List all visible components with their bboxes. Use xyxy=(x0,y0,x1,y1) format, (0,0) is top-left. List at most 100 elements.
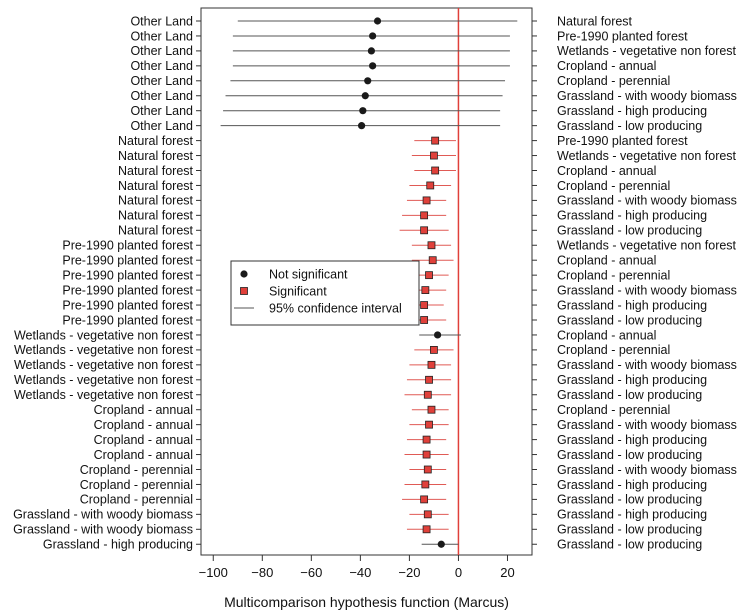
right-label: Grassland - high producing xyxy=(557,104,707,118)
right-label: Cropland - perennial xyxy=(557,74,670,88)
left-label: Grassland - high producing xyxy=(43,538,193,552)
comparison-row xyxy=(404,480,447,489)
legend-significant-symbol xyxy=(240,287,248,295)
right-label: Grassland - with woody biomass xyxy=(557,194,737,208)
comparison-row xyxy=(402,495,447,504)
comparison-row xyxy=(411,405,449,414)
right-label: Grassland - low producing xyxy=(557,523,702,537)
right-label: Grassland - with woody biomass xyxy=(557,358,737,372)
right-label: Grassland - low producing xyxy=(557,119,702,133)
right-label: Cropland - perennial xyxy=(557,343,670,357)
left-label: Natural forest xyxy=(118,209,194,223)
left-label: Wetlands - vegetative non forest xyxy=(14,388,194,402)
significant-marker xyxy=(422,435,431,444)
right-label: Grassland - with woody biomass xyxy=(557,283,737,297)
not-significant-marker xyxy=(369,32,377,40)
comparison-row xyxy=(421,540,459,548)
comparison-row xyxy=(406,525,449,534)
left-label: Other Land xyxy=(130,119,193,133)
not-significant-marker xyxy=(364,77,372,85)
x-tick-label: −80 xyxy=(251,565,273,580)
right-label: Grassland - with woody biomass xyxy=(557,463,737,477)
right-label: Grassland - high producing xyxy=(557,433,707,447)
x-axis-label: Multicomparison hypothesis function (Mar… xyxy=(224,594,509,610)
right-label: Pre-1990 planted forest xyxy=(557,134,688,148)
left-label: Other Land xyxy=(130,74,193,88)
left-label: Grassland - with woody biomass xyxy=(13,523,193,537)
plot-area xyxy=(200,7,533,556)
x-tick-label: −60 xyxy=(300,565,322,580)
not-significant-marker xyxy=(369,62,377,70)
left-label: Wetlands - vegetative non forest xyxy=(14,358,194,372)
comparison-row xyxy=(223,107,501,115)
legend-box xyxy=(230,260,420,326)
right-label: Wetlands - vegetative non forest xyxy=(557,44,737,58)
comparison-row xyxy=(237,17,518,25)
x-axis: −100 −80 −60 −40 −20 0 20 xyxy=(199,555,515,580)
significant-marker xyxy=(427,241,436,250)
significant-marker xyxy=(420,495,429,504)
x-tick-label: 20 xyxy=(500,565,514,580)
comparison-row xyxy=(406,196,447,205)
right-label: Grassland - low producing xyxy=(557,538,702,552)
left-label: Cropland - annual xyxy=(94,418,193,432)
significant-marker xyxy=(420,316,429,324)
left-label: Natural forest xyxy=(118,179,194,193)
right-label: Grassland - low producing xyxy=(557,388,702,402)
comparison-row xyxy=(220,122,501,130)
significant-marker xyxy=(422,196,431,205)
right-label: Cropland - annual xyxy=(557,254,656,268)
significant-marker xyxy=(430,345,438,354)
not-significant-marker xyxy=(361,92,369,100)
comparison-row xyxy=(230,77,506,85)
significant-marker xyxy=(422,450,431,459)
comparison-row xyxy=(232,32,510,40)
left-label: Wetlands - vegetative non forest xyxy=(14,343,194,357)
significant-marker xyxy=(426,181,435,190)
comparison-row xyxy=(409,510,449,519)
comparison-row xyxy=(411,151,456,160)
right-label: Grassland - low producing xyxy=(557,493,702,507)
significant-marker xyxy=(420,211,429,220)
left-label: Pre-1990 planted forest xyxy=(62,254,193,268)
right-label: Natural forest xyxy=(557,14,633,28)
left-label: Pre-1990 planted forest xyxy=(62,239,193,253)
comparison-row xyxy=(225,92,503,100)
left-label: Wetlands - vegetative non forest xyxy=(14,328,194,342)
right-label: Grassland - low producing xyxy=(557,313,702,327)
left-label: Other Land xyxy=(130,89,193,103)
not-significant-marker xyxy=(367,47,376,55)
legend-entry-label: Not significant xyxy=(269,267,348,281)
left-label: Pre-1990 planted forest xyxy=(62,268,193,282)
left-label: Other Land xyxy=(130,14,193,28)
comparison-row xyxy=(414,345,454,354)
right-label: Grassland - high producing xyxy=(557,298,707,312)
left-label: Natural forest xyxy=(118,224,194,238)
significant-marker xyxy=(431,166,440,175)
comparison-row xyxy=(409,360,452,369)
left-label: Cropland - annual xyxy=(94,403,193,417)
comparison-row xyxy=(232,47,510,55)
comparison-row xyxy=(409,465,447,474)
legend-not-significant-symbol xyxy=(240,270,248,278)
left-label: Pre-1990 planted forest xyxy=(62,313,193,327)
x-tick-label: −40 xyxy=(349,565,371,580)
plot-frame xyxy=(200,7,533,556)
right-label: Grassland - with woody biomass xyxy=(557,418,737,432)
right-label: Cropland - annual xyxy=(557,328,656,342)
significant-marker xyxy=(431,136,440,145)
left-label: Natural forest xyxy=(118,149,194,163)
significant-marker xyxy=(425,271,433,280)
left-label: Grassland - with woody biomass xyxy=(13,508,193,522)
left-label: Cropland - annual xyxy=(94,433,193,447)
right-label: Pre-1990 planted forest xyxy=(557,29,688,43)
significant-marker xyxy=(420,226,429,235)
left-label: Natural forest xyxy=(118,134,194,148)
not-significant-marker xyxy=(434,331,442,339)
left-label: Other Land xyxy=(130,44,193,58)
significant-marker xyxy=(430,151,438,160)
comparison-row xyxy=(419,331,461,339)
right-label: Grassland - high producing xyxy=(557,508,707,522)
